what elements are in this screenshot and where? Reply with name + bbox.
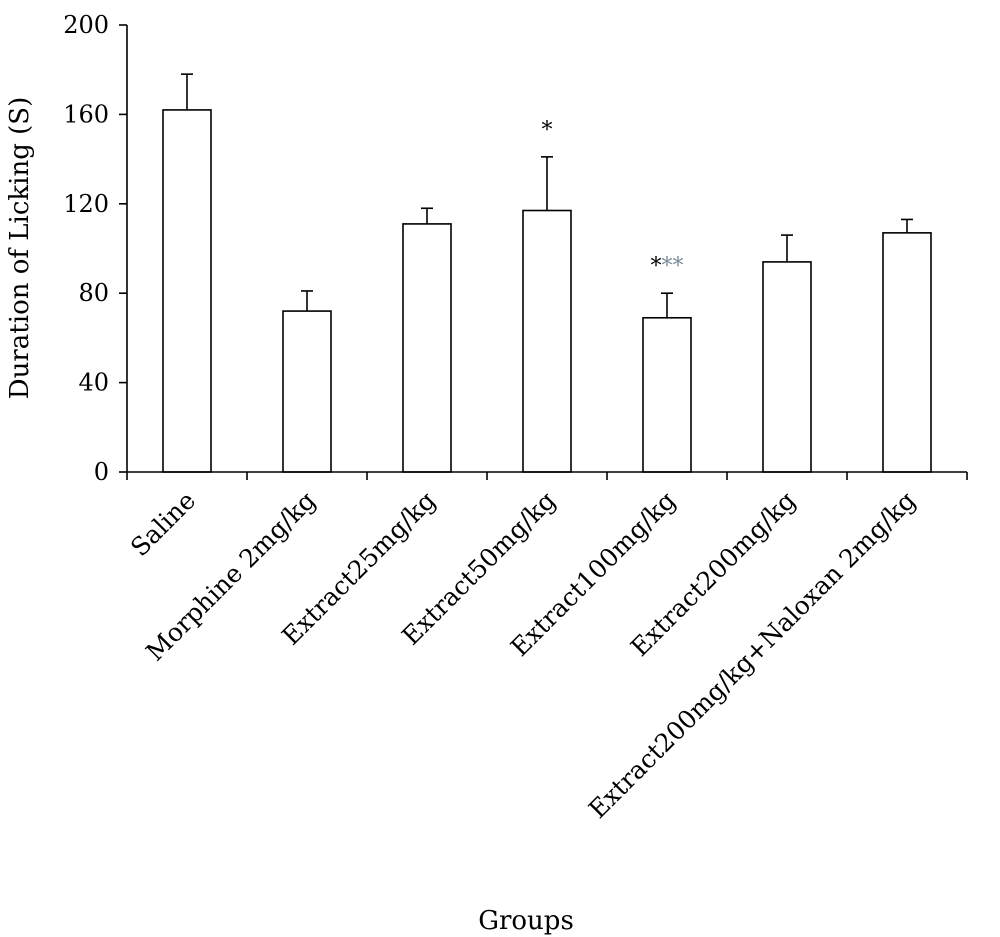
significance-label: *** <box>651 254 684 279</box>
y-tick-label: 80 <box>78 279 109 307</box>
y-tick-label: 160 <box>63 100 109 128</box>
significance-mark: * <box>542 118 553 143</box>
bar <box>402 223 452 473</box>
x-tick-label: Saline <box>125 486 201 562</box>
bar <box>522 209 572 473</box>
significance-mark: ** <box>662 254 684 279</box>
bar <box>162 109 212 473</box>
y-tick-label: 40 <box>78 369 109 397</box>
y-axis-title: Duration of Licking (S) <box>5 97 35 399</box>
y-tick-label: 120 <box>63 190 109 218</box>
bar <box>762 261 812 473</box>
x-axis-title: Groups <box>478 906 574 936</box>
bar <box>282 310 332 473</box>
bar <box>642 316 692 473</box>
significance-mark: * <box>651 254 662 279</box>
axes-layer <box>119 24 968 480</box>
y-tick-label: 200 <box>63 11 109 39</box>
y-tick-label: 0 <box>94 458 109 486</box>
error-bars-layer <box>181 73 913 318</box>
significance-label: * <box>542 118 553 143</box>
bar <box>882 232 932 473</box>
